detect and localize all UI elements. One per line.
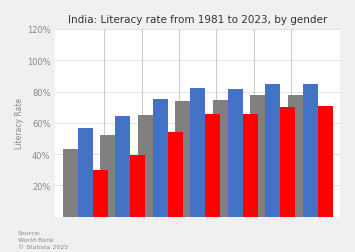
- Bar: [317, 106, 333, 217]
- Bar: [265, 85, 280, 217]
- Bar: [242, 114, 258, 217]
- Bar: [190, 89, 205, 217]
- Text: Source:
World Bank
© Statista 2025: Source: World Bank © Statista 2025: [18, 231, 68, 249]
- Bar: [153, 100, 168, 217]
- Bar: [115, 117, 130, 217]
- Bar: [168, 132, 183, 217]
- Bar: [130, 156, 145, 217]
- Bar: [93, 170, 108, 217]
- Bar: [138, 116, 153, 217]
- Bar: [175, 102, 190, 217]
- Bar: [78, 129, 93, 217]
- Bar: [213, 101, 228, 217]
- Bar: [280, 107, 295, 217]
- Bar: [100, 136, 115, 217]
- Y-axis label: Literacy Rate: Literacy Rate: [15, 98, 24, 149]
- Bar: [250, 96, 265, 217]
- Bar: [228, 90, 242, 217]
- Bar: [205, 115, 220, 217]
- Bar: [302, 84, 317, 217]
- Title: India: Literacy rate from 1981 to 2023, by gender: India: Literacy rate from 1981 to 2023, …: [68, 15, 327, 25]
- Bar: [63, 149, 78, 217]
- Bar: [288, 95, 302, 217]
